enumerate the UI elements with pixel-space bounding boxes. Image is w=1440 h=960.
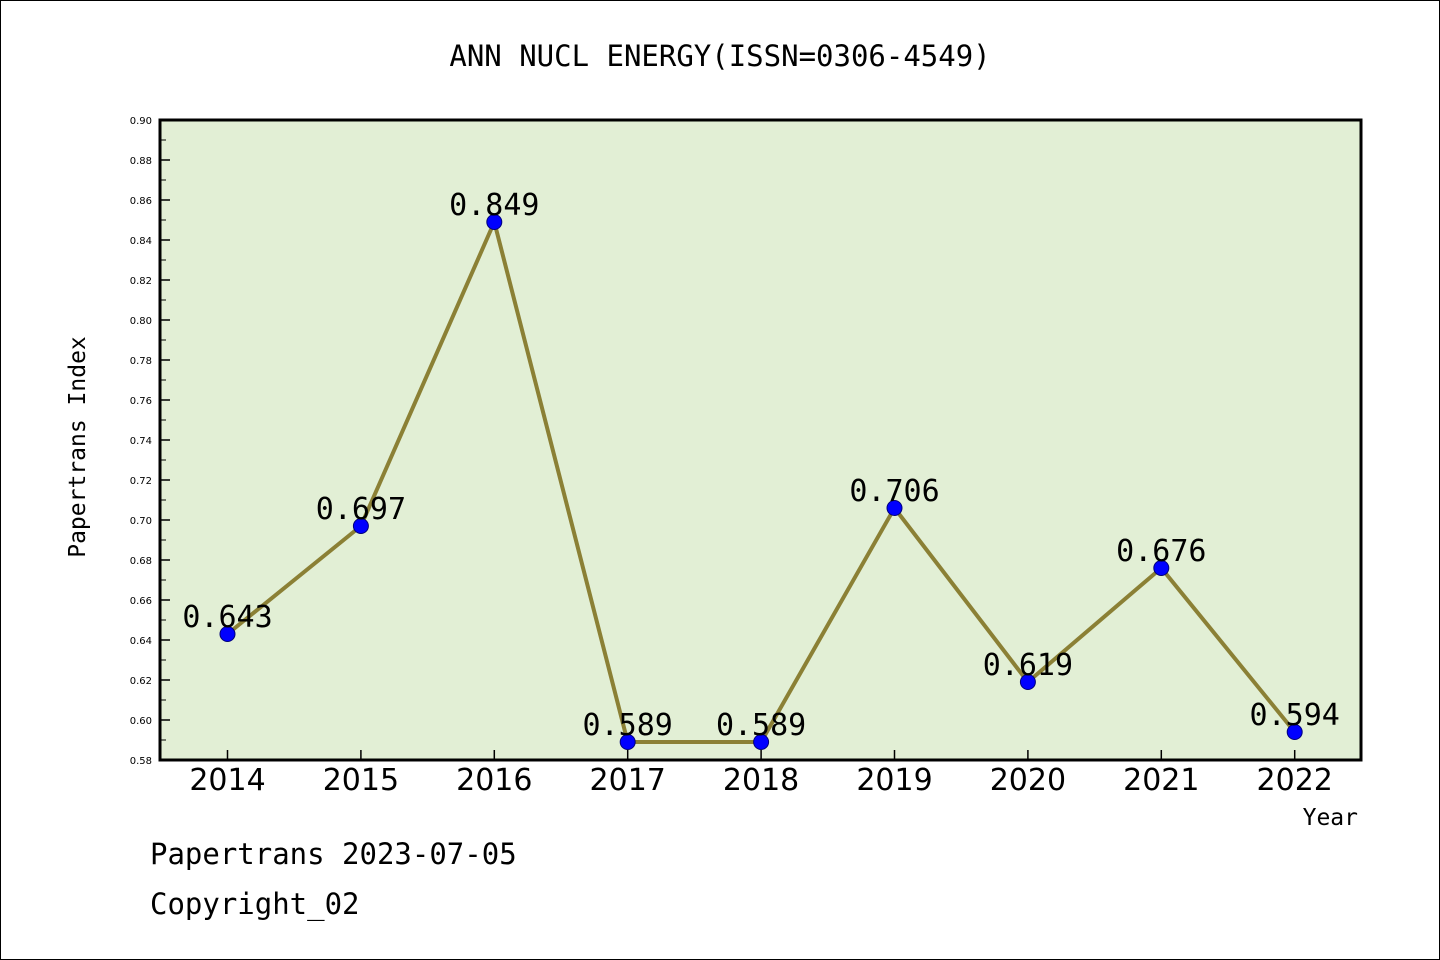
data-label: 0.619 xyxy=(983,648,1073,683)
y-tick-label: 0.88 xyxy=(130,156,152,167)
y-tick-label: 0.60 xyxy=(130,716,152,727)
data-point xyxy=(886,500,903,516)
y-tick-label: 0.80 xyxy=(130,316,152,327)
x-tick-label: 2019 xyxy=(856,763,932,798)
x-tick-label: 2014 xyxy=(189,763,265,798)
x-tick-label: 2021 xyxy=(1123,763,1199,798)
footer-date: Papertrans 2023-07-05 xyxy=(150,837,517,871)
y-tick-label: 0.58 xyxy=(130,756,152,767)
data-point xyxy=(1286,724,1303,740)
data-points xyxy=(219,214,1303,750)
data-labels: 0.643 0.697 0.849 0.589 0.589 0.706 0.619 0.676… xyxy=(182,188,1340,743)
data-label: 0.676 xyxy=(1116,534,1206,569)
y-tick-label: 0.76 xyxy=(130,396,152,407)
y-tick-label: 0.70 xyxy=(130,516,152,527)
data-point xyxy=(753,734,770,750)
y-axis-label: Papertrans Index xyxy=(65,336,91,558)
plot-border xyxy=(158,118,1363,762)
plot-area xyxy=(160,120,1361,760)
footer-copyright: Copyright_02 xyxy=(150,887,360,922)
y-tick-label: 0.62 xyxy=(130,676,152,687)
y-tick-label: 0.74 xyxy=(130,436,152,447)
x-tick-label: 2017 xyxy=(590,763,666,798)
data-point xyxy=(352,518,369,534)
data-label: 0.594 xyxy=(1250,698,1340,733)
y-tick-label: 0.84 xyxy=(130,236,152,247)
data-label: 0.849 xyxy=(449,188,539,223)
x-tick-label: 2018 xyxy=(723,763,799,798)
chart-title: ANN NUCL ENERGY(ISSN=0306-4549) xyxy=(449,39,990,73)
y-tick-label: 0.64 xyxy=(130,636,152,647)
x-tick-label: 2015 xyxy=(323,763,399,798)
y-tick-label: 0.90 xyxy=(130,116,152,127)
y-tick-label: 0.82 xyxy=(130,276,152,287)
y-tick-label: 0.66 xyxy=(130,596,152,607)
x-axis-label: Year xyxy=(1303,805,1358,831)
data-label: 0.706 xyxy=(849,474,939,509)
data-point xyxy=(619,734,636,750)
x-tick-label: 2022 xyxy=(1257,763,1333,798)
x-axis-ticks: 2014 2015 2016 2017 2018 2019 2020 2021 2022 xyxy=(189,750,1333,798)
data-point xyxy=(1019,674,1036,690)
y-tick-label: 0.86 xyxy=(130,196,152,207)
data-label: 0.589 xyxy=(583,708,673,743)
y-tick-label: 0.68 xyxy=(130,556,152,567)
y-tick-label: 0.72 xyxy=(130,476,152,487)
data-label: 0.643 xyxy=(182,600,272,635)
data-label: 0.589 xyxy=(716,708,806,743)
y-axis-ticks: 0.58 0.60 0.62 0.64 0.66 0.68 0.70 0.72 0.74 0.76… xyxy=(130,116,170,767)
y-tick-label: 0.78 xyxy=(130,356,152,367)
data-point xyxy=(486,214,503,230)
data-label: 0.697 xyxy=(316,492,406,527)
data-point xyxy=(1153,560,1170,576)
x-tick-label: 2020 xyxy=(990,763,1066,798)
data-point xyxy=(219,626,236,642)
x-tick-label: 2016 xyxy=(456,763,532,798)
